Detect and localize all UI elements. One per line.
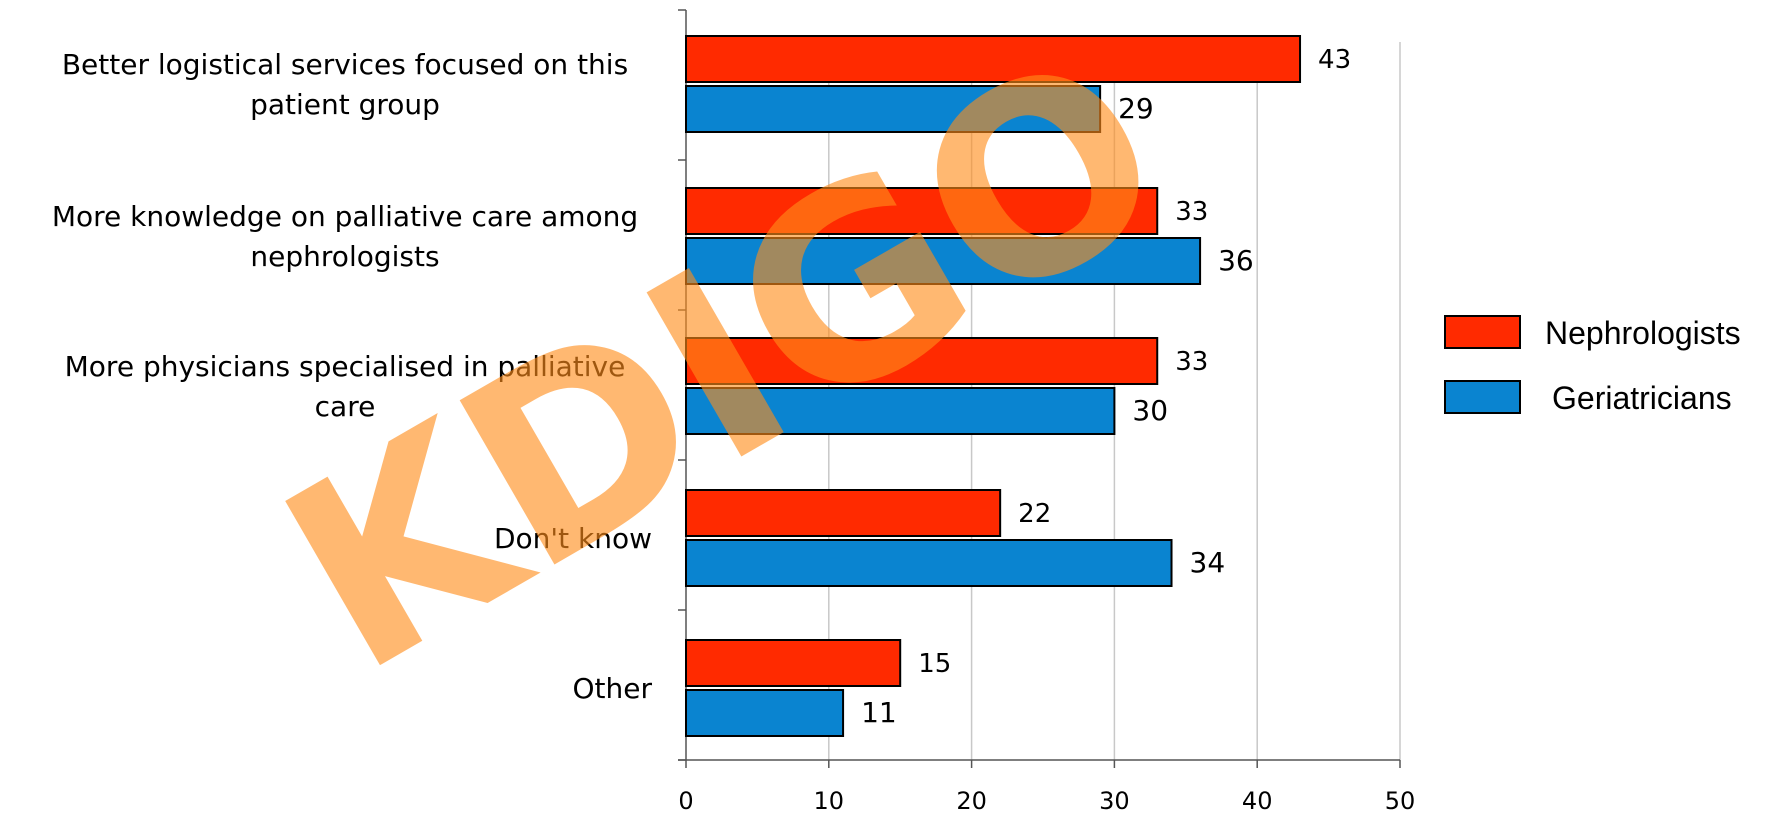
category-label: More knowledge on palliative care among n… — [52, 200, 638, 273]
legend-swatch-nephrologists — [1444, 315, 1521, 349]
category-label: Don't know — [494, 522, 652, 555]
category-label: Better logistical services focused on th… — [62, 48, 628, 121]
value-label: 33 — [1175, 347, 1208, 377]
x-tick-label: 40 — [1242, 787, 1273, 815]
value-label: 43 — [1318, 45, 1351, 75]
category-label: Other — [572, 672, 652, 705]
bar-nephrologists — [685, 489, 1002, 537]
legend-swatch-geriatricians — [1444, 380, 1521, 414]
bar-geriatricians — [685, 539, 1173, 587]
value-label: 29 — [1118, 92, 1154, 125]
legend-label-geriatricians: Geriatricians — [1552, 380, 1732, 416]
legend-label-nephrologists: Nephrologists — [1545, 315, 1741, 351]
bar-geriatricians — [685, 387, 1116, 435]
x-tick-label: 0 — [678, 787, 693, 815]
value-label: 22 — [1018, 499, 1051, 529]
bar-nephrologists — [685, 187, 1159, 235]
category-label: More physicians specialised in palliativ… — [65, 350, 626, 423]
legend: Nephrologists Geriatricians — [1444, 315, 1741, 416]
x-tick-label: 10 — [814, 787, 845, 815]
value-label: 34 — [1190, 546, 1226, 579]
x-tick-label: 20 — [956, 787, 987, 815]
x-tick-label: 50 — [1385, 787, 1416, 815]
value-label: 36 — [1218, 244, 1254, 277]
bar-geriatricians — [685, 689, 845, 737]
value-label: 15 — [918, 649, 951, 679]
bars — [685, 35, 1302, 737]
bar-geriatricians — [685, 85, 1102, 133]
bar-nephrologists — [685, 337, 1159, 385]
bar-nephrologists — [685, 35, 1302, 83]
labels: 0 10 20 30 40 50 43 29 Better logistical service… — [52, 45, 1415, 815]
value-label: 33 — [1175, 197, 1208, 227]
bar-geriatricians — [685, 237, 1202, 285]
value-label: 30 — [1132, 394, 1168, 427]
bar-nephrologists — [685, 639, 902, 687]
value-label: 11 — [861, 696, 897, 729]
x-tick-label: 30 — [1099, 787, 1130, 815]
